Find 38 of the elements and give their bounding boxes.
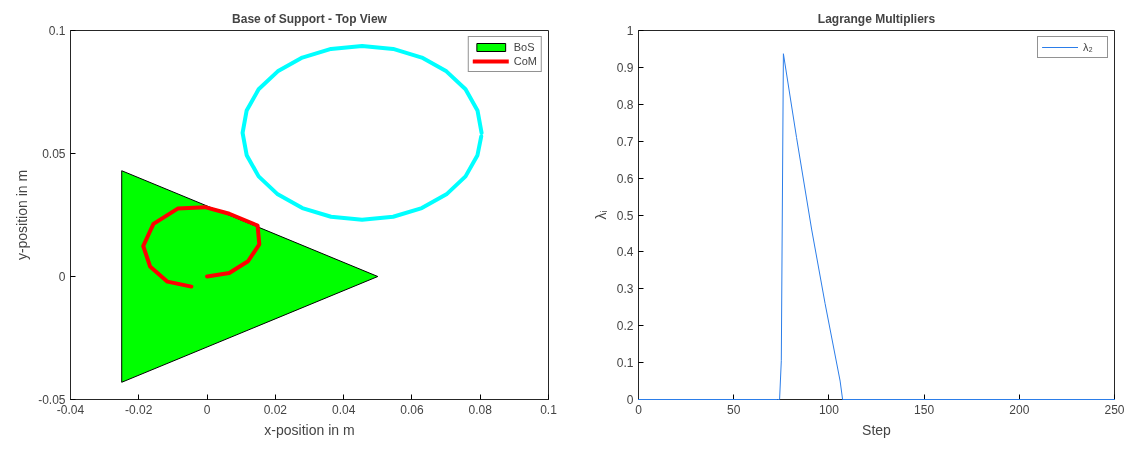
y-tick-label: 0 — [626, 393, 634, 407]
x-tick-label: 100 — [818, 402, 840, 417]
y-tick-label: 1 — [626, 24, 634, 38]
x-tick-label: 0.1 — [540, 402, 558, 417]
x-tick-label: 0 — [203, 402, 211, 417]
x-tick-label: -0.02 — [125, 402, 153, 417]
y-tick-label: 0.6 — [616, 171, 634, 186]
legend-label: CoM — [513, 55, 537, 67]
y-tick-label: 0.4 — [616, 245, 634, 260]
y-tick-label: 0.05 — [42, 147, 66, 161]
y-axis-title: y-position in m — [14, 169, 31, 261]
y-tick-label: 0.7 — [616, 134, 634, 149]
chart-title: Lagrange Multipliers — [817, 11, 936, 26]
y-tick-label: -0.05 — [38, 393, 66, 407]
legend-label: λ₂ — [1083, 41, 1094, 53]
line-series — [141, 205, 262, 289]
y-tick-label: 0.9 — [616, 60, 634, 75]
x-axis-title: Step — [862, 421, 892, 438]
x-tick-label: 250 — [1104, 402, 1125, 417]
chart-title: Base of Support - Top View — [232, 11, 388, 26]
y-tick-label: 0.3 — [616, 282, 634, 297]
y-tick-label: 0.8 — [616, 97, 634, 112]
y-axis-title: λᵢ — [592, 210, 609, 220]
x-tick-label: 50 — [727, 402, 741, 417]
y-tick-label: 0.1 — [616, 356, 634, 371]
x-tick-label: 0.02 — [263, 402, 288, 417]
x-tick-label: 0.04 — [331, 402, 356, 417]
x-tick-label: 0.06 — [400, 402, 424, 417]
x-axis-title: x-position in m — [264, 421, 355, 438]
line-series — [240, 44, 484, 222]
legend-label: BoS — [513, 41, 535, 53]
y-tick-label: 0 — [58, 270, 66, 284]
y-tick-label: 0.2 — [616, 319, 634, 334]
x-tick-label: 150 — [914, 402, 935, 417]
x-tick-label: 200 — [1009, 402, 1030, 417]
y-tick-label: 0.1 — [48, 24, 66, 38]
y-tick-label: 0.5 — [616, 208, 634, 223]
x-tick-label: 0.08 — [468, 402, 493, 417]
